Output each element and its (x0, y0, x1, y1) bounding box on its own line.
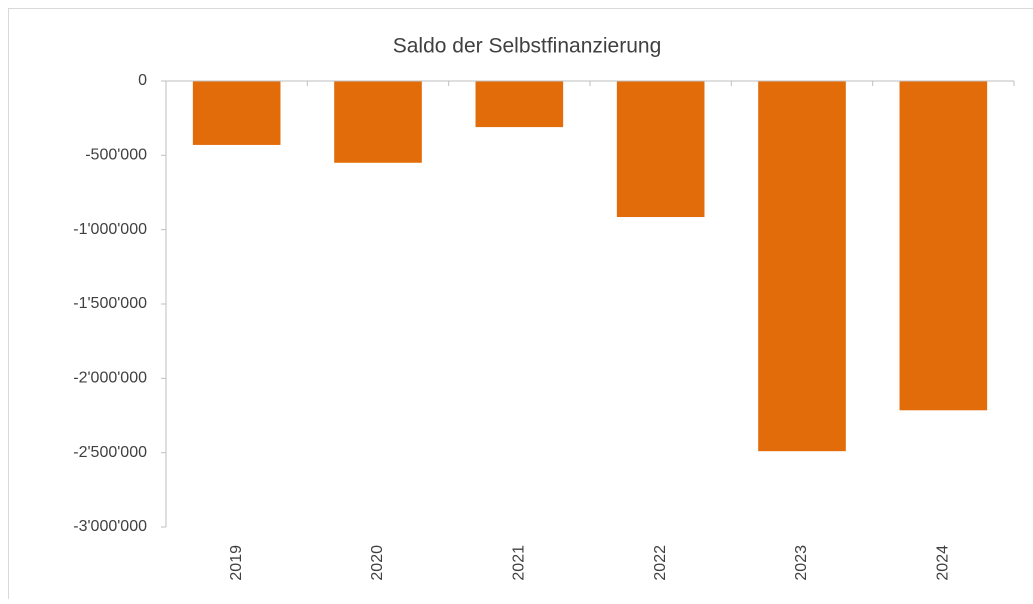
y-tick-label: -1'500'000 (73, 295, 147, 312)
x-tick-label: 2023 (793, 545, 810, 581)
bar (193, 81, 281, 145)
bar (476, 81, 564, 127)
y-tick-label: -1'000'000 (73, 221, 147, 238)
x-tick-label: 2024 (935, 545, 952, 581)
y-tick-label: -2'500'000 (73, 444, 147, 461)
y-tick-label: -500'000 (85, 147, 147, 164)
bar (758, 81, 846, 451)
x-tick-label: 2021 (511, 545, 528, 581)
bar (900, 81, 988, 410)
y-tick-label: -3'000'000 (73, 518, 147, 535)
y-tick-label: -2'000'000 (73, 370, 147, 387)
chart-title: Saldo der Selbstfinanzierung (393, 35, 662, 58)
y-tick-label: 0 (138, 72, 147, 89)
x-tick-label: 2019 (228, 545, 245, 581)
x-tick-label: 2020 (369, 545, 386, 581)
bar (617, 81, 705, 217)
x-tick-label: 2022 (652, 545, 669, 581)
bar (334, 81, 422, 163)
